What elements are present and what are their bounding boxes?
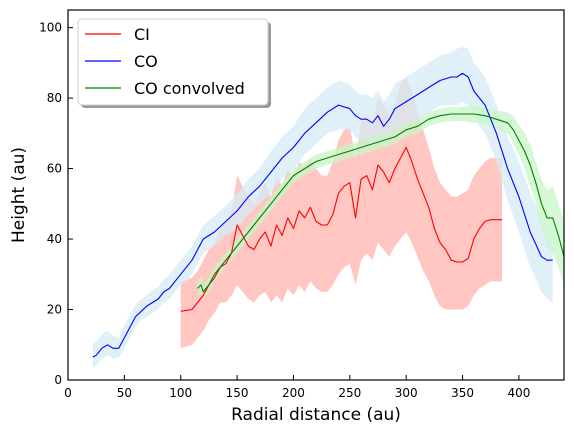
x-tick-label: 100: [169, 386, 192, 400]
x-tick-label: 50: [117, 386, 132, 400]
legend-box: [77, 18, 269, 106]
x-tick-label: 0: [64, 386, 72, 400]
x-tick-label: 200: [282, 386, 305, 400]
y-tick-label: 100: [39, 21, 62, 35]
y-tick-label: 20: [47, 303, 62, 317]
x-tick-label: 400: [507, 386, 530, 400]
axis-ticks: 0 50 100 150 200 250 300 350 400 0 20 40 60 80 100: [39, 21, 530, 400]
x-tick-label: 150: [226, 386, 249, 400]
uncertainty-bands: [92, 47, 564, 368]
legend-label: CO convolved: [134, 79, 245, 98]
y-tick-label: 0: [54, 373, 62, 387]
y-tick-label: 40: [47, 232, 62, 246]
x-tick-label: 250: [338, 386, 361, 400]
series-lines: [92, 72, 565, 358]
x-tick-label: 300: [395, 386, 418, 400]
legend-items: CI CO CO convolved: [85, 25, 245, 98]
legend: CI CO CO convolved: [77, 18, 271, 108]
legend-label: CI: [134, 25, 150, 44]
plot-frame: [67, 9, 565, 381]
y-tick-label: 60: [47, 162, 62, 176]
x-axis-label: Radial distance (au): [231, 405, 401, 425]
x-tick-label: 350: [451, 386, 474, 400]
y-tick-label: 80: [47, 91, 62, 105]
series-line-ci: [180, 146, 502, 312]
legend-label: CO: [134, 52, 158, 71]
series-line-co-convolved: [197, 113, 565, 293]
y-axis-label: Height (au): [9, 147, 29, 243]
band-co-convolved: [197, 105, 564, 299]
series-line-co: [92, 72, 553, 358]
band-co: [92, 47, 553, 368]
band-ci: [180, 77, 502, 349]
